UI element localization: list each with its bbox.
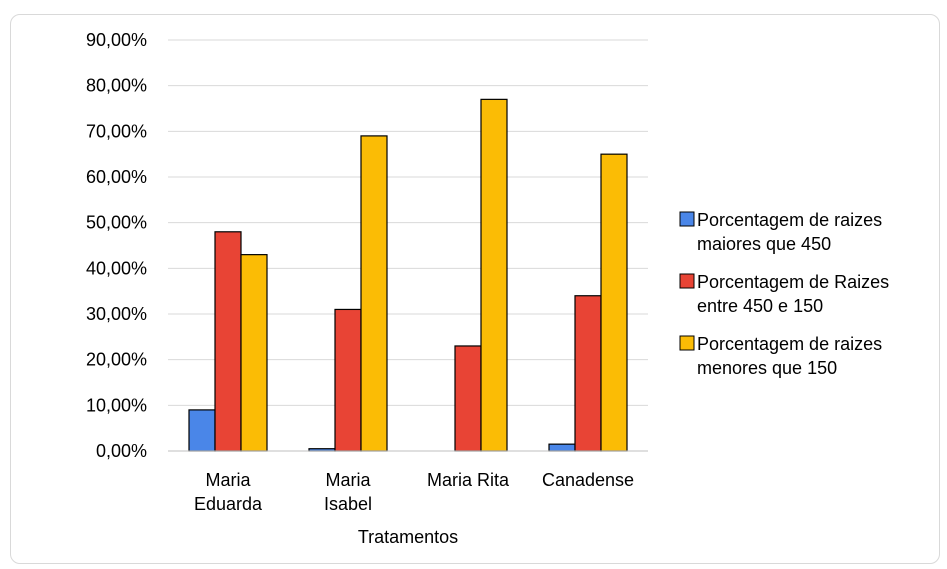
legend-label: Porcentagem de Raizes entre 450 e 150 [697,272,889,316]
legend-label: Porcentagem de raizes menores que 150 [697,334,882,378]
x-tick-label: Maria Rita [427,470,510,490]
y-tick-label: 40,00% [86,258,147,278]
legend-swatch [679,211,695,227]
chart-frame [10,14,940,564]
bar-2-2 [480,98,508,452]
y-tick-label: 30,00% [86,304,147,324]
legend-swatch [679,273,695,289]
y-tick-label: 10,00% [86,395,147,415]
legend: Porcentagem de raizes maiores que 450 Porc… [679,210,889,378]
bar-1-3 [574,295,602,452]
y-tick-label: 20,00% [86,350,147,370]
x-tick-label: Maria Eduarda [194,470,263,514]
x-axis-title: Tratamentos [358,527,458,547]
legend-label: Porcentagem de raizes maiores que 450 [697,210,882,254]
y-axis-tick-labels: 0,00% 10,00% 20,00% 30,00% 40,00% 50,00% 60,00… [86,30,147,461]
bar-2-3 [600,153,628,452]
x-axis-tick-labels: Maria Eduarda Maria Isabel Maria Rita Canaden… [194,470,634,514]
y-tick-label: 50,00% [86,213,147,233]
y-tick-label: 90,00% [86,30,147,50]
bar-2-0 [240,254,268,452]
y-tick-label: 60,00% [86,167,147,187]
bar-1-0 [214,231,242,452]
bar-0-0 [188,409,216,452]
bar-1-2 [454,345,482,452]
x-tick-label: Maria Isabel [324,470,372,514]
bar-1-1 [334,308,362,452]
bar-0-3 [548,443,576,452]
y-tick-label: 80,00% [86,76,147,96]
bars [188,98,628,452]
bar-2-1 [360,135,388,452]
x-tick-label: Canadense [542,470,634,490]
legend-swatch [679,335,695,351]
y-tick-label: 0,00% [96,441,147,461]
y-tick-label: 70,00% [86,121,147,141]
